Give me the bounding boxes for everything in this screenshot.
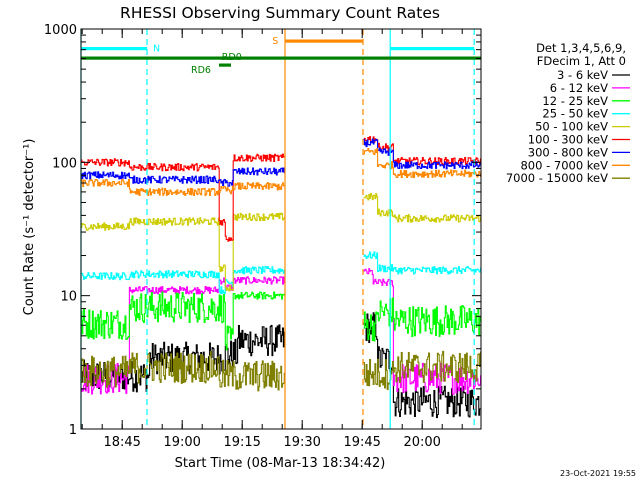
marker-label-6: RD6 (191, 65, 211, 76)
legend-label-9: 7000 - 15000 keV (506, 171, 608, 185)
plot-frame (80, 28, 482, 430)
legend-label-4: 25 - 50 keV (542, 107, 608, 121)
y-tick-label-4: 1000 (44, 23, 77, 38)
x-tick-label-3: 19:15 (223, 435, 260, 450)
legend: Det 1,3,4,5,6,9, FDecim 1, Att 0 3 - 6 k… (506, 41, 630, 185)
series-line-8 (81, 148, 482, 197)
marker-bar-3 (285, 39, 363, 43)
legend-header-line-1: Det 1,3,4,5,6,9, (536, 41, 626, 55)
series-line-5 (81, 192, 482, 292)
x-axis-label: Start Time (08-Mar-13 18:34:42) (175, 456, 386, 471)
y-tick-label-3: 100 (52, 156, 77, 171)
legend-label-5: 50 - 100 keV (535, 120, 608, 134)
x-tick-label-5: 19:45 (343, 435, 380, 450)
legend-label-8: 800 - 7000 keV (520, 158, 608, 172)
marker-label-1: N (153, 44, 160, 55)
series-line-3 (81, 291, 482, 351)
series-line-7 (81, 138, 482, 187)
legend-header-line-2: FDecim 1, Att 0 (537, 54, 626, 68)
timestamp: 23-Oct-2021 19:55 (560, 469, 636, 478)
series-line-9 (81, 350, 482, 392)
legend-label-3: 12 - 25 keV (542, 94, 608, 108)
marker-bar-6 (219, 63, 231, 67)
marker-bar-1 (81, 47, 147, 51)
x-tick-label-2: 19:00 (163, 435, 200, 450)
marker-bar-4 (81, 56, 481, 60)
marker-label-5: RD0 (222, 52, 242, 63)
series-line-6 (81, 136, 482, 242)
x-tick-label-6: 20:00 (403, 435, 440, 450)
series-line-4 (81, 251, 482, 295)
x-tick-label-4: 19:30 (283, 435, 320, 450)
legend-label-7: 300 - 800 keV (528, 145, 608, 159)
marker-label-3: S (272, 36, 278, 47)
y-tick-label-2: 10 (60, 290, 77, 305)
marker-bar-5 (221, 56, 241, 60)
x-tick-label-1: 18:45 (103, 435, 140, 450)
legend-label-6: 100 - 300 keV (528, 133, 608, 147)
y-tick-label-1: 1 (69, 423, 77, 438)
plot-area: N S RD0 RD6 1 10 100 1000 18:45 19:00 19:15 19:30 19… (44, 23, 482, 450)
chart-title: RHESSI Observing Summary Count Rates (120, 4, 440, 22)
y-axis-label: Count Rate (s⁻¹ detector⁻¹) (22, 139, 37, 316)
marker-bar-2 (390, 47, 475, 51)
legend-label-1: 3 - 6 keV (557, 68, 608, 82)
legend-label-2: 6 - 12 keV (550, 81, 608, 95)
